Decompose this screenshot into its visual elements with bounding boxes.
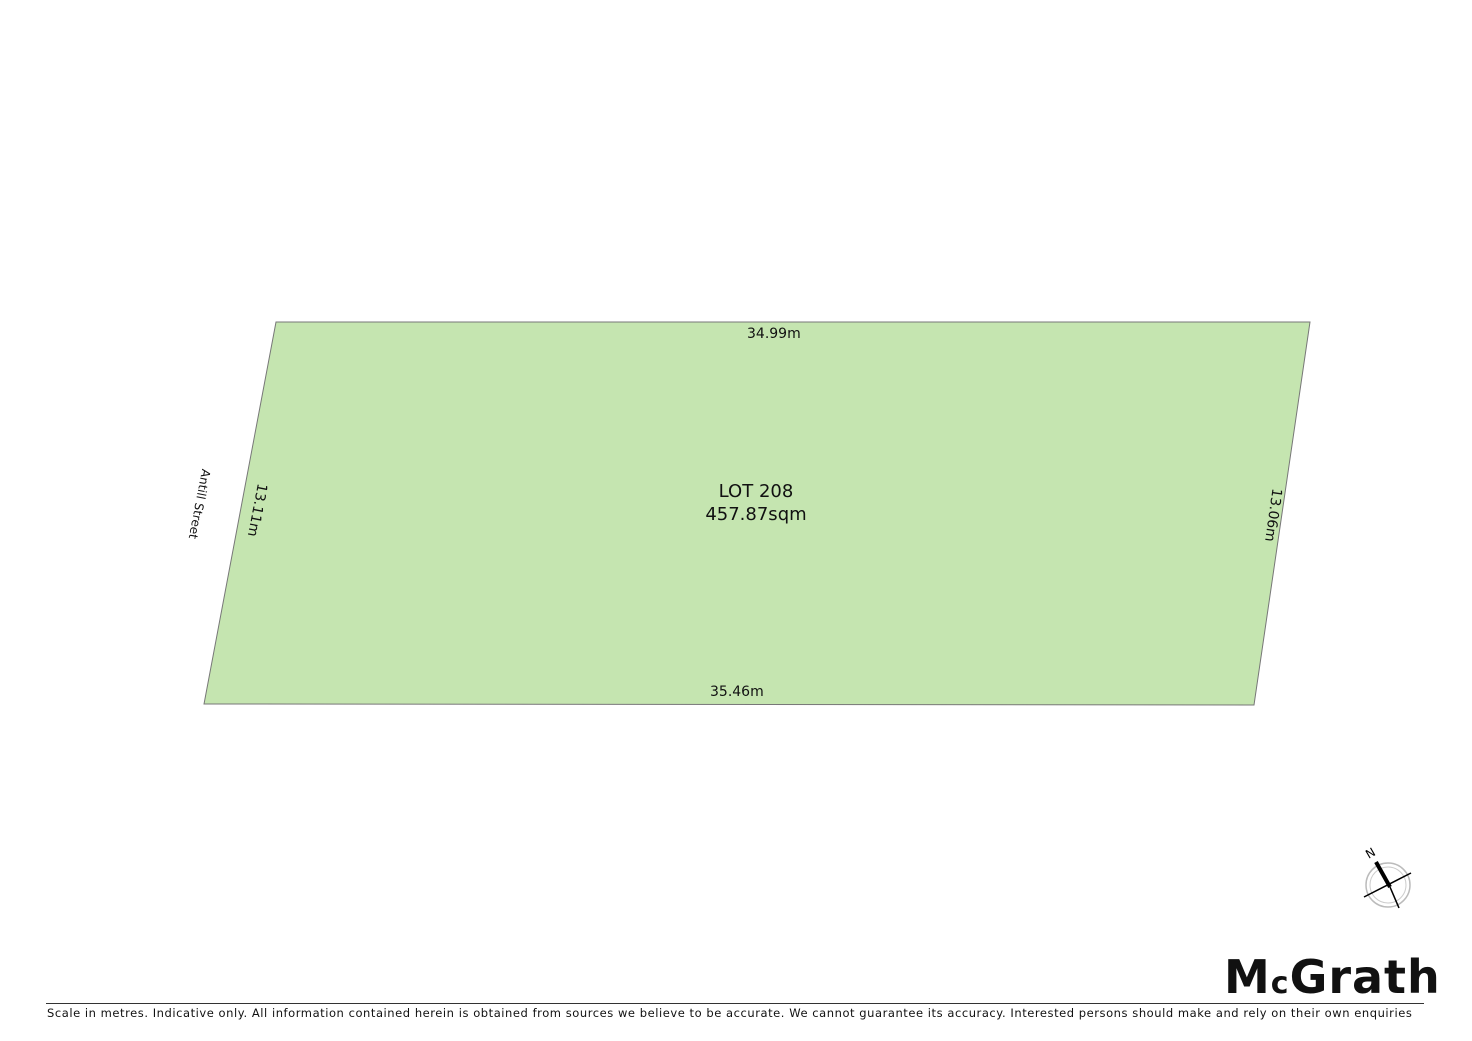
lot-boundary — [203, 321, 1311, 706]
disclaimer: Scale in metres. Indicative only. All in… — [47, 1006, 1413, 1020]
compass-icon: N — [1363, 845, 1412, 909]
mcgrath-logo: McGrath — [1224, 950, 1441, 1004]
dimension-bottom: 35.46m — [710, 684, 764, 700]
lot-label: LOT 208 457.87sqm — [656, 480, 856, 526]
footer-divider — [46, 1003, 1424, 1004]
dimension-top: 34.99m — [747, 326, 801, 342]
lot-name: LOT 208 — [718, 481, 794, 502]
lot-area: 457.87sqm — [705, 504, 807, 525]
compass-north-label: N — [1363, 845, 1378, 862]
